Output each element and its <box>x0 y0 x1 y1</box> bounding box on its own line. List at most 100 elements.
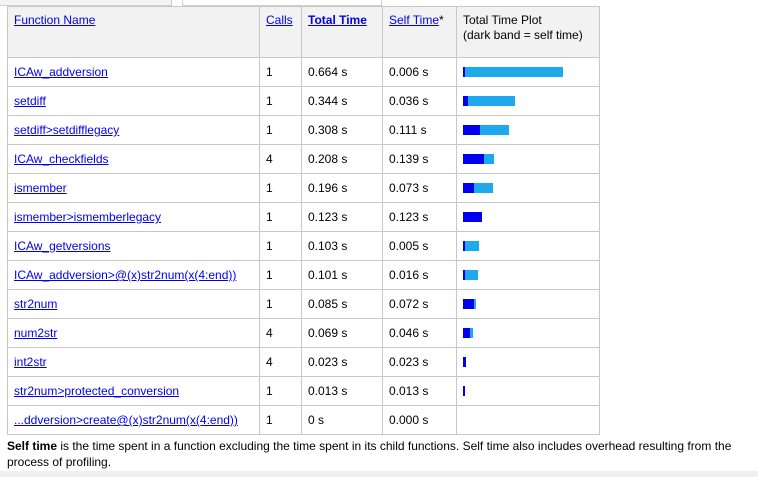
cell-time-plot <box>456 202 600 232</box>
cell-self-time: 0.023 s <box>382 347 457 377</box>
function-link[interactable]: setdiff <box>14 94 46 108</box>
time-plot <box>463 212 593 222</box>
sort-by-function-name-link[interactable]: Function Name <box>14 13 96 27</box>
cell-function-name: str2num>protected_conversion <box>7 376 260 406</box>
cell-self-time: 0.046 s <box>382 318 457 348</box>
cell-function-name: str2num <box>7 289 260 319</box>
cell-time-plot <box>456 376 600 406</box>
cell-time-plot <box>456 86 600 116</box>
cell-calls: 1 <box>259 289 302 319</box>
time-plot <box>463 299 593 309</box>
cell-calls: 4 <box>259 318 302 348</box>
table-row: int2str 4 0.023 s 0.023 s <box>7 347 600 377</box>
function-link[interactable]: ismember>ismemberlegacy <box>14 210 162 224</box>
self-time-bar <box>463 183 474 193</box>
top-strip-left <box>0 0 172 6</box>
cell-total-time: 0.085 s <box>301 289 383 319</box>
cell-time-plot <box>456 260 600 290</box>
cell-time-plot <box>456 347 600 377</box>
cell-self-time: 0.073 s <box>382 173 457 203</box>
self-time-bar <box>463 270 465 280</box>
table-row: ICAw_addversion>@(x)str2num(x(4:end)) 1 0.… <box>7 260 600 290</box>
table-row: ismember>ismemberlegacy 1 0.123 s 0.123 s <box>7 202 600 232</box>
cell-time-plot <box>456 173 600 203</box>
time-plot <box>463 241 593 251</box>
top-strip-middle <box>182 0 382 6</box>
cell-function-name: ismember <box>7 173 260 203</box>
cell-self-time: 0.005 s <box>382 231 457 261</box>
header-function-name: Function Name <box>7 6 260 58</box>
cell-total-time: 0.101 s <box>301 260 383 290</box>
table-row: setdiff>setdifflegacy 1 0.308 s 0.111 s <box>7 115 600 145</box>
time-plot <box>463 270 593 280</box>
cell-total-time: 0.123 s <box>301 202 383 232</box>
function-link[interactable]: int2str <box>14 355 47 369</box>
function-link[interactable]: ICAw_getversions <box>14 239 111 253</box>
sort-by-calls-link[interactable]: Calls <box>266 13 293 27</box>
total-time-bar <box>463 270 478 280</box>
function-link[interactable]: ICAw_addversion <box>14 65 108 79</box>
cell-calls: 1 <box>259 202 302 232</box>
cell-calls: 1 <box>259 86 302 116</box>
cell-self-time: 0.016 s <box>382 260 457 290</box>
time-plot <box>463 67 593 77</box>
function-link[interactable]: ICAw_checkfields <box>14 152 109 166</box>
top-strip <box>0 0 758 6</box>
function-link[interactable]: ismember <box>14 181 67 195</box>
function-link[interactable]: str2num>protected_conversion <box>14 384 180 398</box>
self-time-bar <box>463 357 466 367</box>
cell-time-plot <box>456 231 600 261</box>
cell-calls: 1 <box>259 173 302 203</box>
self-time-bar <box>463 328 470 338</box>
cell-calls: 1 <box>259 57 302 87</box>
function-link[interactable]: ...ddversion>create@(x)str2num(x(4:end)) <box>14 413 238 427</box>
cell-total-time: 0.344 s <box>301 86 383 116</box>
function-link[interactable]: ICAw_addversion>@(x)str2num(x(4:end)) <box>14 268 237 282</box>
cell-total-time: 0 s <box>301 405 383 435</box>
sort-by-self-time-link[interactable]: Self Time <box>389 13 440 27</box>
cell-self-time: 0.072 s <box>382 289 457 319</box>
table-row: ismember 1 0.196 s 0.073 s <box>7 173 600 203</box>
self-time-bar <box>463 125 480 135</box>
cell-self-time: 0.006 s <box>382 57 457 87</box>
cell-total-time: 0.103 s <box>301 231 383 261</box>
table-header-row: Function Name Calls Total Time Self Time… <box>7 6 600 58</box>
header-total-time: Total Time <box>301 6 383 58</box>
table-row: ICAw_addversion 1 0.664 s 0.006 s <box>7 57 600 87</box>
cell-calls: 1 <box>259 405 302 435</box>
self-time-bar <box>463 154 484 164</box>
cell-time-plot <box>456 318 600 348</box>
function-link[interactable]: num2str <box>14 326 58 340</box>
cell-self-time: 0.036 s <box>382 86 457 116</box>
cell-time-plot <box>456 115 600 145</box>
function-link[interactable]: str2num <box>14 297 58 311</box>
plot-subtitle: (dark band = self time) <box>463 28 583 42</box>
cell-calls: 1 <box>259 260 302 290</box>
cell-function-name: ...ddversion>create@(x)str2num(x(4:end)) <box>7 405 260 435</box>
cell-function-name: ICAw_checkfields <box>7 144 260 174</box>
cell-time-plot <box>456 57 600 87</box>
cell-time-plot <box>456 289 600 319</box>
cell-function-name: int2str <box>7 347 260 377</box>
cell-self-time: 0.013 s <box>382 376 457 406</box>
total-time-bar <box>463 183 493 193</box>
table-row: num2str 4 0.069 s 0.046 s <box>7 318 600 348</box>
sort-by-total-time-link[interactable]: Total Time <box>308 13 367 27</box>
time-plot <box>463 125 593 135</box>
time-plot <box>463 386 593 396</box>
table-body: ICAw_addversion 1 0.664 s 0.006 s setdiff 1 0.… <box>7 57 600 435</box>
total-time-bar <box>463 67 563 77</box>
cell-calls: 1 <box>259 115 302 145</box>
plot-title: Total Time Plot <box>463 13 542 27</box>
self-time-bar <box>463 241 465 251</box>
header-calls: Calls <box>259 6 302 58</box>
cell-calls: 1 <box>259 231 302 261</box>
self-time-bar <box>463 386 465 396</box>
cell-function-name: setdiff <box>7 86 260 116</box>
cell-calls: 4 <box>259 144 302 174</box>
table-row: str2num 1 0.085 s 0.072 s <box>7 289 600 319</box>
function-link[interactable]: setdiff>setdifflegacy <box>14 123 120 137</box>
cell-self-time: 0.111 s <box>382 115 457 145</box>
footnote-text: is the time spent in a function excludin… <box>7 439 732 469</box>
table-row: ...ddversion>create@(x)str2num(x(4:end))… <box>7 405 600 435</box>
